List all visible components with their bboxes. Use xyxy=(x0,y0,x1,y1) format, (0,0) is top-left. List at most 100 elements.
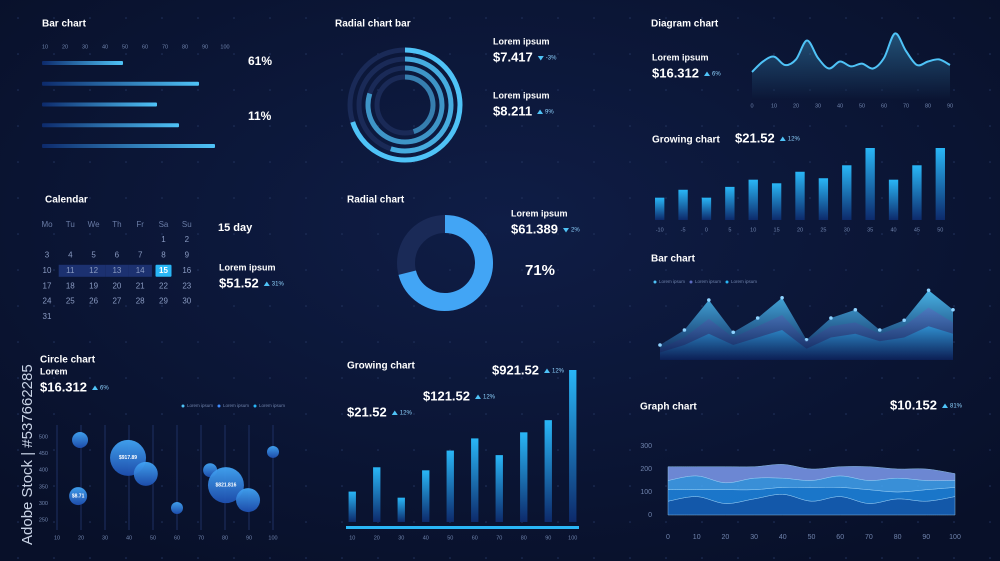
change-arrow xyxy=(263,281,270,286)
x-tick-label: 70 xyxy=(162,44,168,50)
point xyxy=(853,307,858,312)
ring-arc xyxy=(390,56,454,154)
stat-change: 12% xyxy=(552,369,565,375)
watermark: Adobe Stock | #537662285 xyxy=(19,364,36,545)
bar xyxy=(42,102,157,107)
bar xyxy=(446,450,454,522)
selected-cell xyxy=(155,264,172,277)
y-tick-label: 500 xyxy=(39,434,48,440)
weekday-label: Tu xyxy=(66,220,75,229)
bar xyxy=(348,491,356,522)
bar xyxy=(842,165,852,220)
bar xyxy=(42,81,199,86)
bubble xyxy=(72,431,89,448)
bar xyxy=(495,455,503,522)
x-tick-label: 15 xyxy=(774,227,780,233)
chart-title: Radial chart bar xyxy=(335,19,411,30)
chart-title: Radial chart xyxy=(347,195,405,206)
bar xyxy=(935,148,945,220)
x-tick-label: 90 xyxy=(922,534,930,541)
calendar-day: 22 xyxy=(159,281,168,290)
x-tick-label: 70 xyxy=(903,103,909,109)
legend-label: Lorem ipsum xyxy=(659,279,685,284)
x-tick-label: 45 xyxy=(914,227,920,233)
stat-label: Lorem ipsum xyxy=(652,52,709,62)
stat-change: 6% xyxy=(712,72,721,78)
calendar-day: 8 xyxy=(161,251,166,260)
x-tick-label: 40 xyxy=(779,534,787,541)
weekday-label: Th xyxy=(112,220,121,229)
calendar-day: 31 xyxy=(43,312,52,321)
x-tick-label: 50 xyxy=(859,103,865,109)
x-tick-label: 20 xyxy=(722,534,730,541)
x-tick-label: 50 xyxy=(447,535,453,541)
y-tick-label: 250 xyxy=(39,517,48,523)
change-arrow xyxy=(475,394,481,399)
chart-title: Diagram chart xyxy=(651,19,719,30)
x-tick-label: 0 xyxy=(705,227,708,233)
stat-value: $16.312 xyxy=(40,379,87,394)
x-tick-label: 0 xyxy=(666,534,670,541)
calendar-day: 25 xyxy=(66,297,75,306)
x-tick-label: 40 xyxy=(102,44,108,50)
stat-label: Lorem xyxy=(40,366,68,376)
legend-dot xyxy=(253,404,257,408)
bar xyxy=(795,171,805,220)
bar xyxy=(471,438,479,522)
x-tick-label: 30 xyxy=(398,535,404,541)
x-tick-label: 20 xyxy=(374,535,380,541)
range-cell xyxy=(128,264,152,277)
x-tick-label: 40 xyxy=(423,535,429,541)
bubble-label: $8.71 xyxy=(72,493,85,499)
calendar-day: 24 xyxy=(43,297,52,306)
point xyxy=(902,318,906,323)
stat-change: 31% xyxy=(272,282,285,288)
calendar-title: Calendar xyxy=(45,195,88,206)
stat-change: 2% xyxy=(571,228,580,234)
bar xyxy=(888,179,899,220)
bar xyxy=(748,179,758,220)
calendar-day: 11 xyxy=(66,266,75,275)
stat-label: Lorem ipsum xyxy=(493,36,550,46)
stat-value: $7.417 xyxy=(493,49,533,64)
calendar-day: 1 xyxy=(161,235,166,244)
x-tick-label: 30 xyxy=(844,227,850,233)
change-arrow xyxy=(544,368,550,373)
bar xyxy=(912,165,922,220)
x-tick-label: 25 xyxy=(820,227,826,233)
bubble xyxy=(133,461,158,486)
calendar-day: 5 xyxy=(91,251,96,260)
weekday-label: We xyxy=(88,220,100,229)
bar xyxy=(520,432,528,522)
stat-value: $51.52 xyxy=(219,275,259,290)
range-cell xyxy=(58,264,82,277)
stat-change: 6% xyxy=(100,386,109,392)
calendar-day: 19 xyxy=(89,281,98,290)
weekday-label: Mo xyxy=(41,220,53,229)
stacked-area xyxy=(667,464,956,484)
x-tick-label: 40 xyxy=(126,535,132,541)
y-tick-label: 350 xyxy=(39,484,48,490)
y-tick-label: 200 xyxy=(640,466,652,473)
calendar-day: 17 xyxy=(43,281,52,290)
stat-value: $121.52 xyxy=(423,388,470,403)
x-tick-label: 35 xyxy=(867,227,873,233)
calendar-day: 13 xyxy=(112,266,121,275)
bubble-label: $821.816 xyxy=(216,482,237,488)
calendar-day: 26 xyxy=(89,297,98,306)
point xyxy=(951,307,955,312)
stat-change: 12% xyxy=(400,411,413,417)
weekday-label: Su xyxy=(182,220,192,229)
legend-label: Lorem ipsum xyxy=(187,403,213,408)
calendar-day: 28 xyxy=(136,297,145,306)
point xyxy=(877,328,882,332)
stat-label: Lorem ipsum xyxy=(219,262,276,272)
calendar-day: 6 xyxy=(115,251,120,260)
change-arrow xyxy=(563,228,569,233)
x-tick-label: 80 xyxy=(521,535,527,541)
stat-change: 12% xyxy=(788,137,801,143)
x-tick-label: 100 xyxy=(949,534,961,541)
y-tick-label: 100 xyxy=(640,489,652,496)
bar xyxy=(818,178,829,220)
